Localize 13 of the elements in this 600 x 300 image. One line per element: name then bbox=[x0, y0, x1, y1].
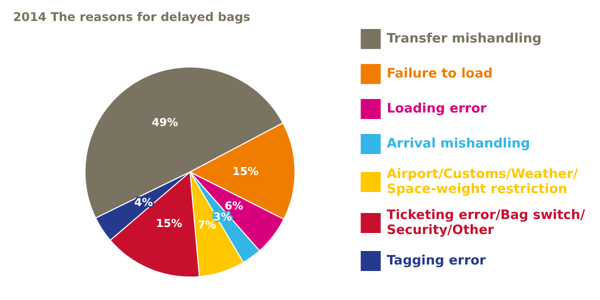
data-label: 49% bbox=[152, 116, 178, 130]
legend-label: Loading error bbox=[386, 102, 488, 116]
legend-label: Arrival mishandling bbox=[386, 136, 530, 152]
data-label: 15% bbox=[232, 164, 259, 178]
legend-label: Ticketing error/Bag switch/ Security/Other bbox=[386, 208, 586, 238]
legend-label: Failure to load bbox=[386, 66, 493, 82]
data-label: 15% bbox=[156, 216, 182, 230]
legend-label: Tagging error bbox=[386, 254, 486, 268]
legend-label: Transfer mishandling bbox=[386, 32, 542, 46]
legend-label: Airport/Customs/Weather/ Space-weight restriction bbox=[386, 167, 578, 197]
data-label: 4% bbox=[134, 196, 153, 209]
data-label: 6% bbox=[224, 199, 244, 212]
chart-title: 2014 The reasons for delayed bags bbox=[13, 10, 250, 24]
